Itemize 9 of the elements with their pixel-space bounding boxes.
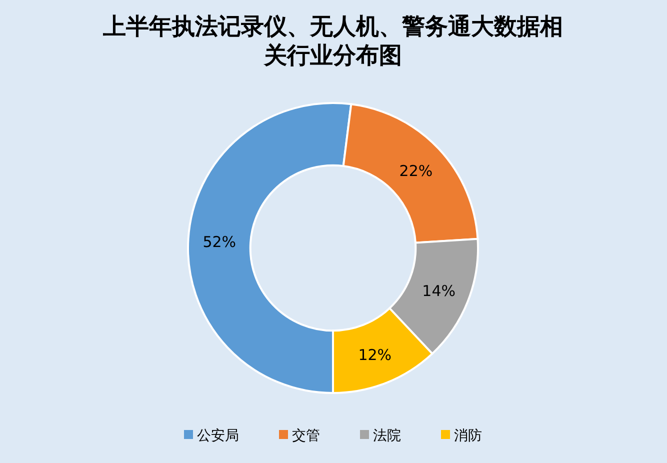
data-label: 14% [422, 282, 456, 300]
legend-label: 法院 [373, 428, 401, 444]
legend-label: 公安局 [197, 428, 239, 444]
data-label: 22% [399, 162, 433, 180]
legend-label: 消防 [454, 428, 482, 444]
title: 上半年执法记录仪、无人机、警务通大数据相关行业分布图 [103, 14, 563, 69]
data-label: 12% [358, 346, 392, 364]
data-label: 52% [202, 232, 236, 251]
legend-label: 交管 [292, 428, 320, 444]
